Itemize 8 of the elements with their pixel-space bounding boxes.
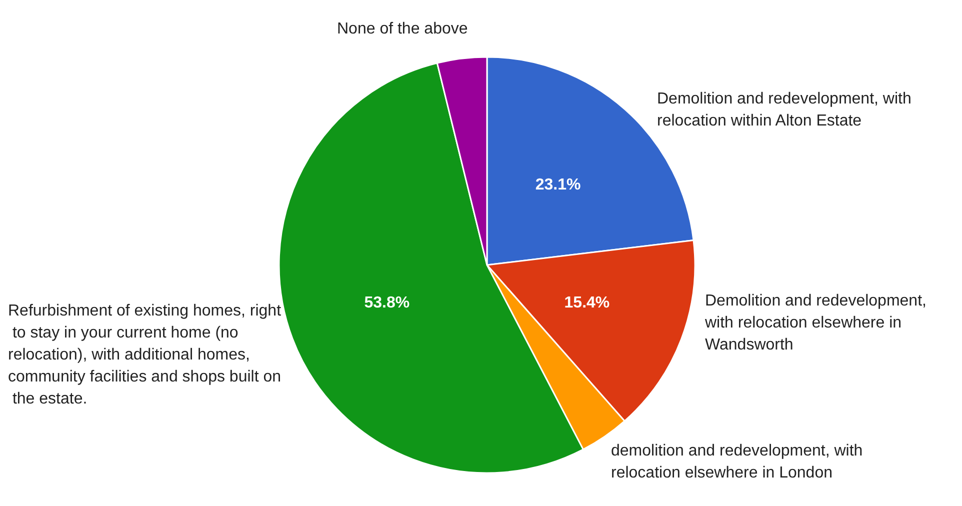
slice-label: Demolition and redevelopment, with relocation elsewhere in Wandsworth xyxy=(704,292,931,354)
data-label: 23.1% xyxy=(535,176,581,194)
slice-label: Refurbishment of existing homes, right to stay in your current home (no relocation), with additional homes, community facilities and shops built on the estate. xyxy=(8,302,282,408)
data-label: 15.4% xyxy=(564,294,610,312)
slice-label: demolition and redevelopment, with relocation elsewhere in London xyxy=(611,442,868,482)
slice-label: Demolition and redevelopment, with relocation within Alton Estate xyxy=(657,90,916,130)
slice-label: None of the above xyxy=(337,20,468,38)
data-label: 53.8% xyxy=(364,294,410,312)
